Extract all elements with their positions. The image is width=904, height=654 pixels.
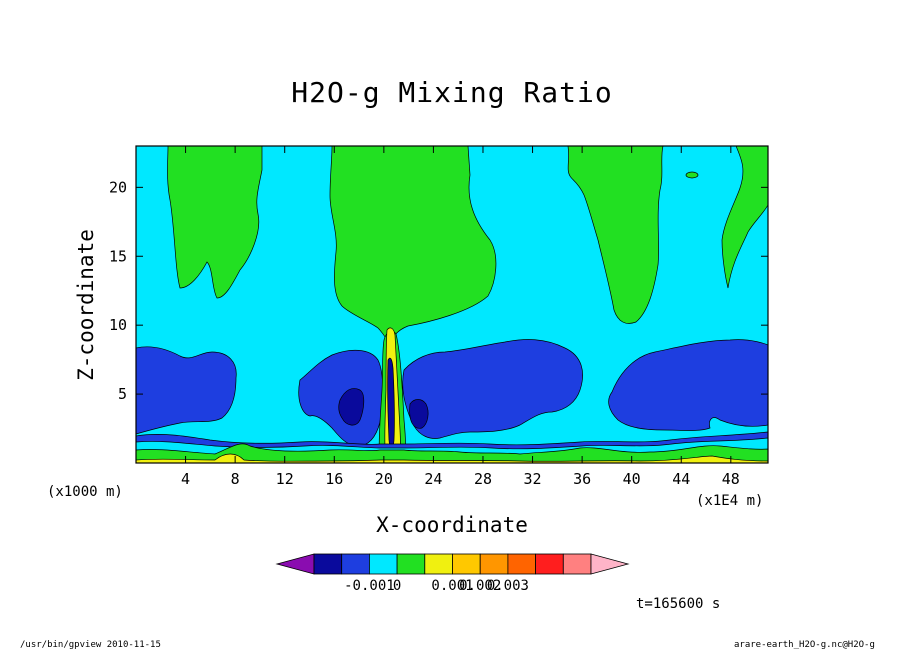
colorbar-box	[452, 553, 481, 575]
x-tick-label: 28	[474, 470, 492, 488]
dark-blue-core-center	[338, 388, 365, 426]
colorbar-box	[535, 553, 564, 575]
colorbar-box	[396, 553, 426, 575]
blue-band-right	[608, 339, 768, 431]
x-tick-label: 36	[573, 470, 591, 488]
colorbar-box	[507, 553, 536, 575]
x-tick-label: 16	[325, 470, 343, 488]
green-plume-left	[167, 146, 263, 299]
green-surface-band	[136, 443, 768, 463]
colorbar-tick-label: 0.002	[459, 578, 501, 594]
yellow-surface-band	[136, 453, 768, 463]
y-tick-label: 20	[109, 178, 127, 196]
blue-band-left	[136, 346, 237, 435]
x-tick-label: 20	[375, 470, 393, 488]
colorbar-max-triangle	[590, 553, 630, 575]
x-axis-label: X-coordinate	[376, 513, 528, 537]
x-tick-label: 48	[722, 470, 740, 488]
colorbar-tick-label: 0.003	[487, 578, 529, 594]
x-tick-label: 12	[276, 470, 294, 488]
central-column-inner	[387, 357, 395, 450]
y-tick-label: 10	[109, 316, 127, 334]
footer-program-date: /usr/bin/gpview 2010-11-15	[20, 640, 161, 650]
x-axis-ticks: 4 8 12 16 20 24 28 32 36 40 44 48	[181, 146, 740, 488]
footer-file-source: arare-earth_H2O-g.nc@H2O-g	[734, 640, 875, 650]
y-tick-label: 5	[118, 385, 127, 403]
y-tick-label: 15	[109, 247, 127, 265]
colorbar-box	[479, 553, 509, 575]
green-plume-right-edge	[721, 146, 768, 289]
time-label: t=165600 s	[636, 596, 721, 612]
x-tick-label: 32	[524, 470, 542, 488]
green-blob-small	[685, 171, 699, 179]
plot-frame	[135, 145, 769, 464]
x-tick-label: 24	[424, 470, 442, 488]
colorbar-box	[313, 553, 343, 575]
colorbar-box	[562, 553, 592, 575]
x-tick-label: 8	[231, 470, 240, 488]
blue-band-center-right	[402, 339, 583, 439]
x-tick-label: 40	[623, 470, 641, 488]
colorbar-tick-label: 0.001	[431, 578, 473, 594]
dark-blue-core-right	[409, 399, 429, 429]
y-axis-label: Z-coordinate	[74, 229, 98, 381]
colorbar-min-triangle	[275, 553, 315, 575]
colorbar-box	[368, 553, 398, 575]
x-unit-label: (x1000 m)	[47, 484, 123, 500]
x-tick-label: 44	[672, 470, 690, 488]
x-tick-label: 4	[181, 470, 190, 488]
green-plume-right	[567, 146, 664, 324]
y-axis-ticks: 5 10 15 20	[109, 178, 768, 403]
colorbar-tick-label: -0.001	[344, 578, 395, 594]
colorbar-tick-label: 0	[393, 578, 401, 594]
colorbar-box	[341, 553, 370, 575]
chart-title: H2O-g Mixing Ratio	[291, 76, 613, 109]
colorbar-box	[424, 553, 453, 575]
z-unit-label: (x1E4 m)	[696, 493, 764, 509]
